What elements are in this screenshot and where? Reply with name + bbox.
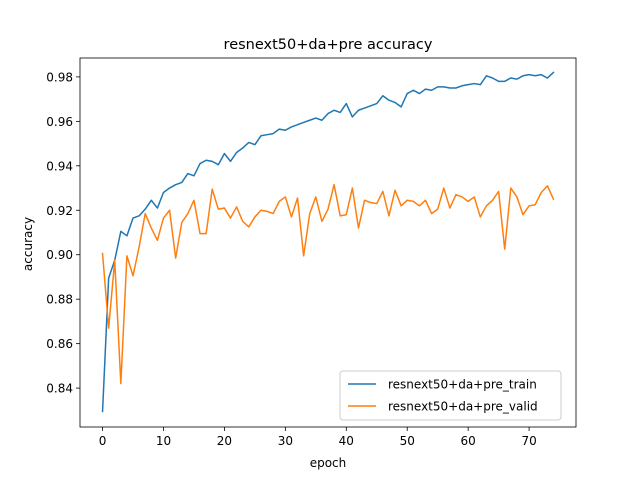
series-layer [101,71,555,413]
chart-title: resnext50+da+pre accuracy [224,37,433,53]
x-tick-label: 0 [99,434,107,448]
x-tick-label: 50 [400,434,415,448]
y-tick-label: 0.94 [46,159,73,173]
x-tick-label: 10 [156,434,171,448]
y-axis-label: accuracy [21,217,35,271]
y-tick-label: 0.86 [46,337,73,351]
x-tick-label: 70 [521,434,536,448]
series-line-valid [101,183,555,385]
y-tick-label: 0.88 [46,293,73,307]
plot-frame [79,57,577,428]
legend-box [339,370,562,421]
legend-label-valid: resnext50+da+pre_valid [388,400,538,414]
x-axis-label: epoch [310,456,347,470]
y-tick-label: 0.96 [46,115,73,129]
x-tick-label: 20 [217,434,232,448]
x-tick-label: 30 [278,434,293,448]
y-tick-label: 0.84 [46,382,73,396]
x-tick-label: 60 [461,434,476,448]
y-tick-label: 0.98 [46,70,73,84]
axes-layer: 0 10 20 30 40 50 60 70 0.84 0.86 0.88 0.90 0.92 0.94 0… [46,57,577,448]
y-tick-label: 0.90 [46,248,73,262]
series-line-train [101,71,555,413]
chart-legend: resnext50+da+pre_train resnext50+da+pre_… [339,370,562,421]
x-tick-label: 40 [339,434,354,448]
legend-label-train: resnext50+da+pre_train [388,378,537,392]
y-tick-label: 0.92 [46,204,73,218]
